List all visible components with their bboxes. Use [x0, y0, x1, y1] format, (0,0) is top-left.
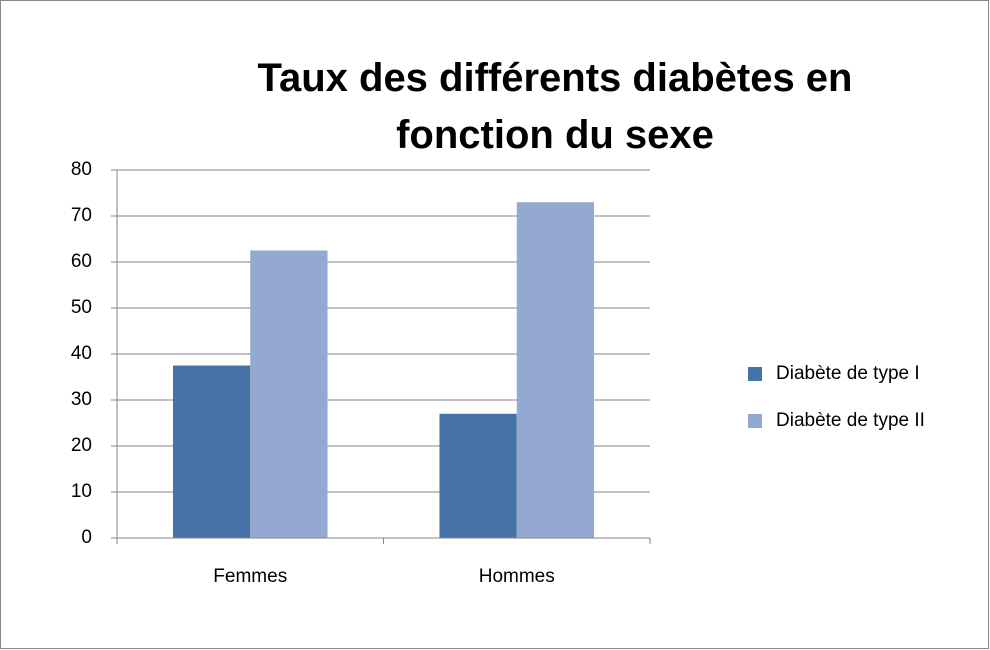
y-tick-label: 20 [71, 435, 92, 456]
chart-title: Taux des différents diabètes en fonction… [257, 56, 853, 157]
legend-label: Diabète de type II [776, 410, 925, 431]
x-tick-label: Hommes [479, 566, 555, 587]
y-tick-label: 80 [71, 159, 92, 180]
legend-label: Diabète de type I [776, 363, 920, 384]
x-tick-label: Femmes [213, 566, 287, 587]
y-tick-label: 0 [81, 527, 92, 548]
bar [172, 365, 251, 538]
bar [516, 202, 595, 538]
bar [250, 250, 328, 538]
y-tick-label: 60 [71, 251, 92, 272]
y-tick-label: 50 [71, 297, 92, 318]
y-tick-label: 30 [71, 389, 92, 410]
bar [439, 413, 517, 538]
y-tick-label: 10 [71, 481, 92, 502]
legend-swatch [748, 367, 762, 381]
y-tick-label: 70 [71, 205, 92, 226]
y-tick-label: 40 [71, 343, 92, 364]
legend-swatch [748, 414, 762, 428]
